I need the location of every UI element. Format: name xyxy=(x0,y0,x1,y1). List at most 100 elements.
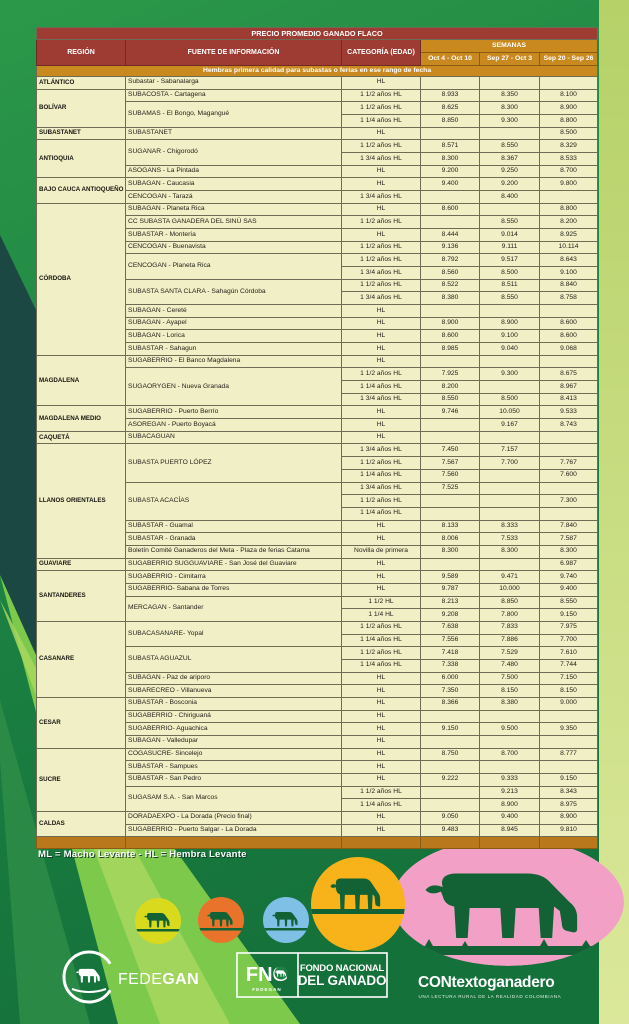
price-cell: 8.925 xyxy=(538,228,599,242)
price-cell: 9.350 xyxy=(538,722,599,736)
table-row: MERCAGAN - Santander 1 1/2 HL 8.213 8.850 8.… xyxy=(36,595,599,622)
price-cell: 7.700 xyxy=(538,633,599,648)
price-cell: 9.213 xyxy=(479,785,540,800)
source-cell: SUBASTAR - San Pedro xyxy=(125,772,342,787)
category-cell: Novilla de primera xyxy=(341,544,421,559)
category-cell: 1 1/4 años HL xyxy=(341,798,421,812)
source-cell: Boletín Comité Ganaderos del Meta - Plaz… xyxy=(125,544,342,559)
source-cell: SUBASTAR - Bosconia xyxy=(125,696,342,711)
category-cell: HL xyxy=(341,418,421,432)
price-cell: 7.450 xyxy=(420,443,480,458)
category-cell: 1 1/2 años HL xyxy=(341,278,421,293)
region-cell: CASANARE xyxy=(36,620,126,698)
category-cell: HL xyxy=(341,177,421,192)
table-row: MAGDALENA MEDIO SUGABERRIO - Puerto Berrí… xyxy=(36,405,599,432)
price-cell: 8.366 xyxy=(420,696,480,711)
price-cell: 8.329 xyxy=(538,139,599,154)
price-cell: 8.850 xyxy=(479,595,540,610)
price-cell xyxy=(479,430,540,445)
category-cell: 1 1/2 HL xyxy=(341,595,421,610)
footer-cell xyxy=(420,836,480,850)
price-cell: 9.100 xyxy=(479,329,540,344)
table-row: SUGASAM S.A. - San Marcos 1 1/2 años HL 9.… xyxy=(36,785,599,812)
price-cell: 7.767 xyxy=(538,456,599,470)
region-cell: CÓRDOBA xyxy=(36,202,126,356)
price-cell: 9.250 xyxy=(479,164,540,179)
category-cell: HL xyxy=(341,164,421,179)
table-row: SUBASTAR - Sampues HL xyxy=(36,760,599,774)
table-row: SUBAGAN - Cereté HL xyxy=(36,304,599,318)
price-cell xyxy=(538,481,599,496)
category-cell: HL xyxy=(341,202,421,217)
price-cell: 9.300 xyxy=(479,114,540,128)
source-cell: SUBAGAN - Cereté xyxy=(125,304,342,318)
price-cell: 8.522 xyxy=(420,278,480,293)
price-cell: 9.800 xyxy=(538,177,599,192)
price-cell: 8.900 xyxy=(538,810,599,825)
price-cell: 9.517 xyxy=(479,253,540,268)
category-cell: 1 3/4 años HL xyxy=(341,481,421,496)
region-cell: LLANOS ORIENTALES xyxy=(36,443,126,559)
price-cell: 9.150 xyxy=(420,722,480,736)
source-cell: CENCOGAN - Planeta Rica xyxy=(125,253,342,280)
category-cell: 1 3/4 años HL xyxy=(341,190,421,204)
table-row: ANTIOQUIA SUGANAR - Chigorodó 1 1/2 años H… xyxy=(36,139,599,179)
category-cell: 1 1/2 años HL xyxy=(341,367,421,382)
category-cell: HL xyxy=(341,772,421,787)
price-cell xyxy=(479,481,540,496)
table-row: MAGDALENA SUGABERRIO - El Banco Magdalena… xyxy=(36,354,599,407)
price-cell: 10.114 xyxy=(538,240,599,255)
table-row: SUBASTA AGUAZUL 1 1/2 años HL 7.418 7.529 7.… xyxy=(36,646,599,673)
price-cell xyxy=(420,304,480,318)
source-cell: SUGABERRIO- Aguachica xyxy=(125,722,342,736)
price-cell: 8.300 xyxy=(420,544,480,559)
price-cell: 7.556 xyxy=(420,633,480,648)
price-cell: 9.150 xyxy=(538,608,599,622)
price-cell: 8.380 xyxy=(479,696,540,711)
table-row: SUBASTAR - Montería HL 8.444 9.014 8.925 xyxy=(36,228,599,242)
category-cell: 1 1/2 años HL xyxy=(341,785,421,800)
price-cell: 7.700 xyxy=(479,456,540,470)
table-banner-row: Hembras primera calidad para subastas o … xyxy=(35,65,599,77)
category-cell: HL xyxy=(341,405,421,420)
price-cell xyxy=(420,215,480,230)
price-cell: 8.750 xyxy=(420,747,480,762)
category-cell: 1 1/4 años HL xyxy=(341,506,421,521)
price-cell: 8.550 xyxy=(479,291,540,306)
category-cell: 1 1/2 años HL xyxy=(341,240,421,255)
table-row: SUBARECREO - Villanueva HL 7.350 8.150 8.150 xyxy=(36,684,599,698)
table-row: CENCOGAN - Tarazá 1 3/4 años HL 8.400 xyxy=(36,190,599,204)
category-cell: HL xyxy=(341,582,421,597)
table-row: GUAVIARE SUGABERRIO SUGGUAVIARE - San Jos… xyxy=(36,557,599,572)
price-cell: 8.300 xyxy=(479,101,540,116)
category-cell: HL xyxy=(341,722,421,736)
source-cell: SUGABERRIO - Puerto Berrío xyxy=(125,405,342,420)
price-cell: 10.000 xyxy=(479,582,540,597)
table-row: SUGABERRIO - Chiriguaná HL xyxy=(36,709,599,724)
table-banner: Hembras primera calidad para subastas o … xyxy=(35,65,599,77)
price-cell xyxy=(538,709,599,724)
source-cell: SUBAGAN - Caucasia xyxy=(125,177,342,192)
price-cell: 7.500 xyxy=(479,671,540,686)
header-week-3: Sep 20 - Sep 26 xyxy=(538,52,599,66)
price-cell: 9.200 xyxy=(420,164,480,179)
fng-line2: DEL GANADO xyxy=(298,973,387,988)
footer-cell xyxy=(479,836,540,850)
category-cell: HL xyxy=(341,519,421,534)
price-cell: 8.600 xyxy=(538,316,599,331)
source-cell: SUBARECREO - Villanueva xyxy=(125,684,342,698)
price-cell: 8.560 xyxy=(420,266,480,280)
source-cell: SUGABERRIO- Sabana de Torres xyxy=(125,582,342,597)
table-row: SUGABERRIO- Aguachica HL 9.150 9.500 9.350 xyxy=(36,722,599,736)
category-cell: 1 3/4 años HL xyxy=(341,152,421,166)
price-cell: 7.567 xyxy=(420,456,480,470)
category-cell: 1 1/2 años HL xyxy=(341,101,421,116)
source-cell: CENCOGAN - Buenavista xyxy=(125,240,342,255)
price-cell: 8.333 xyxy=(479,519,540,534)
region-cell: MAGDALENA xyxy=(36,354,126,407)
fedegan-wordmark: FEDEGAN xyxy=(118,971,199,988)
fng-logo: FNG FEDEGAN FONDO NACIONAL DEL GANADO xyxy=(236,952,388,998)
price-cell: 7.560 xyxy=(420,468,480,483)
price-cell: 7.800 xyxy=(479,608,540,622)
price-cell xyxy=(420,798,480,812)
